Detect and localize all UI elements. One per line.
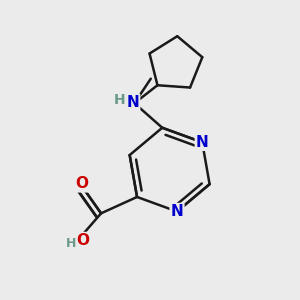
Text: H: H xyxy=(65,237,76,250)
Text: H: H xyxy=(114,93,125,107)
Text: N: N xyxy=(171,204,183,219)
Text: O: O xyxy=(76,233,89,248)
Text: N: N xyxy=(196,135,208,150)
Text: O: O xyxy=(75,176,88,191)
Text: N: N xyxy=(126,95,139,110)
